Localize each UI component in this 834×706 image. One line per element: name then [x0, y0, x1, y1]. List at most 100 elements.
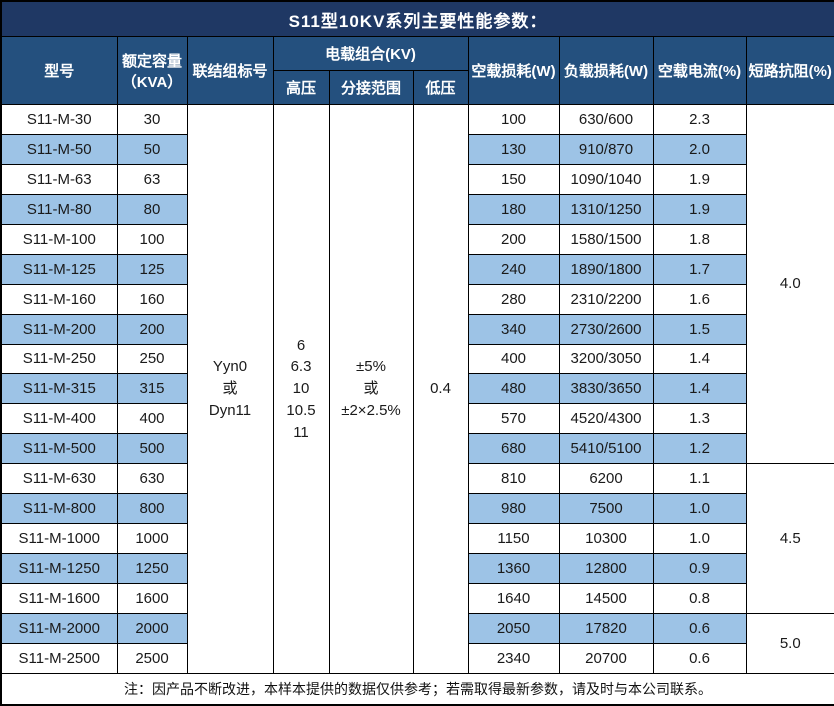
no-load-current-cell: 0.6 [652, 612, 747, 644]
capacity-cell: 80 [116, 193, 188, 225]
no-load-current-cell: 1.7 [652, 253, 747, 285]
model-cell: S11-M-50 [0, 133, 118, 165]
capacity-cell: 160 [116, 283, 188, 315]
model-cell: S11-M-250 [0, 343, 118, 375]
no-load-current-cell: 2.3 [652, 104, 747, 135]
footer-note: 注：因产品不断改进，本样本提供的数据仅供参考；若需取得最新参数，请及时与本公司联… [0, 673, 834, 706]
load-loss-cell: 6200 [558, 463, 654, 495]
table-row: S11-M-630 630 810 6200 1.1 4.5 [0, 463, 834, 614]
capacity-cell: 400 [116, 403, 188, 435]
model-cell: S11-M-2500 [0, 642, 118, 675]
no-load-current-cell: 0.8 [652, 583, 747, 614]
capacity-cell: 1000 [116, 523, 188, 555]
load-loss-cell: 630/600 [558, 104, 654, 135]
load-loss-cell: 5410/5100 [558, 433, 654, 465]
lv-cell: 0.4 [412, 104, 469, 674]
table-row: S11-M-100 100 200 1580/1500 1.8 [0, 223, 834, 255]
model-cell: S11-M-2000 [0, 612, 118, 644]
model-cell: S11-M-400 [0, 403, 118, 435]
load-loss-cell: 17820 [558, 612, 654, 644]
no-load-current-cell: 1.6 [652, 283, 747, 315]
impedance-cell: 5.0 [745, 612, 834, 675]
table-row: S11-M-30 30 Yyn0 或 Dyn11 6 6.3 10 10.5 11 ±5% 或 ±2×2… [0, 103, 834, 674]
no-load-current-cell: 1.9 [652, 193, 747, 225]
header-lv: 低压 [412, 70, 469, 105]
tap-range-cell: ±5% 或 ±2×2.5% [328, 104, 414, 674]
header-no-load-loss: 空载损耗(W) [467, 36, 560, 105]
impedance-cell: 4.5 [745, 463, 834, 614]
header-load-loss: 负载损耗(W) [558, 36, 654, 105]
load-loss-cell: 1580/1500 [558, 223, 654, 255]
header-hv: 高压 [272, 70, 330, 105]
table-row: S11-M-160 160 280 2310/2200 1.6 [0, 283, 834, 315]
model-cell: S11-M-125 [0, 253, 118, 285]
header-row-main: 型号 额定容量 （KVA） 联结组标号 电载组合(KV) 空载损耗(W) 负载损耗… [0, 36, 834, 105]
header-capacity-line2: （KVA） [121, 73, 183, 91]
load-loss-cell: 2730/2600 [558, 313, 654, 345]
no-load-loss-cell: 340 [467, 313, 560, 345]
capacity-cell: 630 [116, 463, 188, 495]
load-loss-cell: 3200/3050 [558, 343, 654, 375]
load-loss-cell: 10300 [558, 523, 654, 555]
no-load-current-cell: 1.1 [652, 463, 747, 495]
no-load-loss-cell: 1360 [467, 553, 560, 584]
table-row: S11-M-315 315 480 3830/3650 1.4 [0, 373, 834, 405]
capacity-cell: 63 [116, 163, 188, 195]
no-load-loss-cell: 180 [467, 193, 560, 225]
no-load-current-cell: 1.0 [652, 493, 747, 525]
table-row: S11-M-125 125 240 1890/1800 1.7 [0, 253, 834, 285]
table-row: S11-M-400 400 570 4520/4300 1.3 [0, 403, 834, 435]
load-loss-cell: 3830/3650 [558, 373, 654, 405]
capacity-cell: 100 [116, 223, 188, 255]
footer-row: 注：因产品不断改进，本样本提供的数据仅供参考；若需取得最新参数，请及时与本公司联… [0, 673, 834, 706]
impedance-cell: 4.0 [745, 103, 834, 465]
capacity-cell: 1250 [116, 553, 188, 584]
table-row: S11-M-63 63 150 1090/1040 1.9 [0, 163, 834, 195]
no-load-loss-cell: 980 [467, 493, 560, 525]
vector-group-cell: Yyn0 或 Dyn11 [186, 104, 274, 674]
table-row: S11-M-2500 2500 2340 20700 0.6 [0, 642, 834, 675]
model-cell: S11-M-200 [0, 313, 118, 345]
capacity-cell: 250 [116, 343, 188, 375]
load-loss-cell: 20700 [558, 642, 654, 675]
capacity-cell: 2500 [116, 642, 188, 675]
capacity-cell: 2000 [116, 612, 188, 644]
load-loss-cell: 1090/1040 [558, 163, 654, 195]
header-row-sub: 高压 分接范围 低压 [1, 70, 834, 105]
no-load-loss-cell: 810 [467, 463, 560, 495]
no-load-loss-cell: 1150 [467, 523, 560, 555]
no-load-current-cell: 1.4 [652, 373, 747, 405]
capacity-cell: 315 [116, 373, 188, 405]
no-load-current-cell: 1.5 [652, 313, 747, 345]
no-load-loss-cell: 400 [467, 343, 560, 375]
capacity-cell: 30 [116, 104, 188, 135]
header-model: 型号 [0, 36, 118, 105]
table-row: S11-M-1250 1250 1360 12800 0.9 [0, 553, 834, 584]
capacity-cell: 1600 [116, 583, 188, 614]
header-capacity: 额定容量 （KVA） [116, 36, 188, 105]
model-cell: S11-M-800 [0, 493, 118, 525]
load-loss-cell: 1890/1800 [558, 253, 654, 285]
no-load-loss-cell: 100 [467, 104, 560, 135]
model-cell: S11-M-500 [0, 433, 118, 465]
no-load-current-cell: 2.0 [652, 133, 747, 165]
capacity-cell: 50 [116, 133, 188, 165]
load-loss-cell: 7500 [558, 493, 654, 525]
model-cell: S11-M-1250 [0, 553, 118, 584]
hv-cell: 6 6.3 10 10.5 11 [272, 104, 330, 674]
model-cell: S11-M-1000 [0, 523, 118, 555]
model-cell: S11-M-100 [0, 223, 118, 255]
no-load-loss-cell: 1640 [467, 583, 560, 614]
no-load-current-cell: 1.4 [652, 343, 747, 375]
no-load-loss-cell: 240 [467, 253, 560, 285]
title-row: S11型10KV系列主要性能参数： [0, 0, 834, 37]
table-row: S11-M-2000 2000 2050 17820 0.6 5.0 [0, 612, 834, 675]
header-vector-group: 联结组标号 [186, 36, 274, 105]
table-body: S11-M-30 30 Yyn0 或 Dyn11 6 6.3 10 10.5 11 ±5% 或 ±2×2… [0, 103, 834, 675]
no-load-current-cell: 0.9 [652, 553, 747, 584]
model-cell: S11-M-30 [0, 104, 118, 135]
header-load-combo: 电载组合(KV) [272, 36, 469, 71]
no-load-loss-cell: 680 [467, 433, 560, 465]
capacity-cell: 200 [116, 313, 188, 345]
load-loss-cell: 4520/4300 [558, 403, 654, 435]
